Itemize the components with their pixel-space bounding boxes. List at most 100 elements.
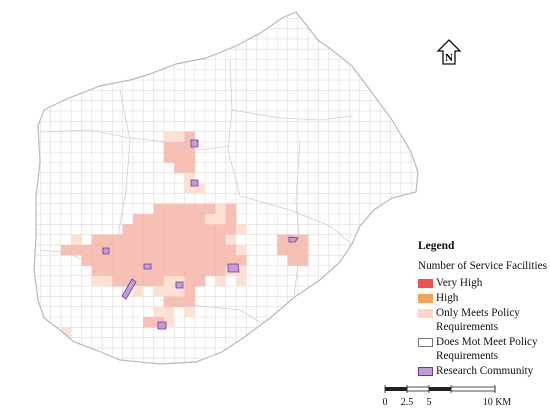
scale-bar: 0 2.5 5 10 KM [380,383,520,413]
service-cell [102,234,113,246]
service-cell [91,275,103,287]
service-cell [174,203,185,215]
service-cell [153,224,165,235]
service-cell [184,162,196,174]
service-cell [143,234,154,246]
service-cell [163,306,175,318]
service-cell [153,234,165,246]
service-cell [163,275,175,287]
service-cell [184,203,196,215]
service-cell [91,265,103,277]
service-cell [297,255,309,266]
service-cell [133,214,144,225]
service-cell [143,275,154,287]
service-cell [225,203,237,215]
service-cell [163,152,175,163]
service-cell [184,286,196,297]
service-cell [91,244,103,256]
legend-item: Does Mot Meet Policy Requirements [418,335,548,363]
scale-segment [429,387,451,391]
service-cell [225,214,237,225]
research-community [121,278,137,300]
service-cell [163,203,175,215]
research-community [190,139,199,148]
service-cell [133,234,144,246]
service-cell [215,255,226,266]
legend-subtitle: Number of Service Facilities [418,260,547,272]
service-cell [163,255,175,266]
service-cell [174,141,185,153]
service-cell [153,275,165,287]
service-cell [143,244,154,256]
service-cell [112,234,123,246]
district-boundaries [39,59,353,323]
district-boundary [227,59,241,197]
service-cell [215,214,226,225]
service-cell [112,255,123,266]
legend-swatch [418,294,433,303]
service-cell [215,234,226,246]
service-cell [205,265,216,277]
scale-tick-label: 0 [382,397,388,408]
legend-swatch [418,309,433,318]
service-cell [184,306,196,318]
service-cell [215,203,226,215]
service-cell [122,224,134,235]
legend-swatch [418,367,433,376]
service-cell [287,255,299,266]
service-cell [215,244,226,256]
legend-label-continued: Requirements [436,350,499,362]
service-cell [102,255,113,266]
region-boundary [33,11,419,365]
service-cell [143,265,154,277]
service-cell [236,275,247,287]
service-cell [184,234,196,246]
research-community [227,263,240,273]
service-cell [184,275,196,287]
service-cell [133,286,144,297]
service-cell [122,255,134,266]
service-cell [153,306,165,318]
service-cell [184,265,196,277]
service-cell [194,183,206,194]
legend-label-continued: Requirements [436,321,499,333]
service-cell [205,214,216,225]
scale-segment [385,387,407,391]
service-cell [143,317,154,328]
service-cell [174,286,185,297]
legend-label: Does Mot Meet Policy [436,336,538,348]
service-cell [225,234,237,246]
service-cell [194,214,206,225]
legend-swatch [418,279,433,288]
district-boundary [231,109,353,121]
service-cell [153,255,165,266]
service-cell [174,214,185,225]
service-cell [122,275,134,287]
service-cell [81,255,93,266]
service-cell [71,234,82,246]
legend-item: High [418,291,548,305]
service-cell [81,244,93,256]
service-cell [225,255,237,266]
service-cell [143,214,154,225]
service-cell [163,224,175,235]
service-cell [194,244,206,256]
service-cell [163,286,175,297]
service-cell [91,234,103,246]
service-cell [236,255,247,266]
service-cell [163,214,175,225]
service-cell [112,275,123,287]
research-community [157,321,167,330]
service-cell [184,152,196,163]
legend-item: Research Community [418,364,548,378]
scale-bar-graphic [384,385,496,393]
service-cell [153,244,165,256]
legend-label: Research Community [436,365,534,377]
service-cell [184,255,196,266]
district-boundary [39,249,85,261]
service-cell [174,131,185,143]
research-community [175,281,184,289]
legend-items: Very High High Only Meets Policy Requiremen… [418,276,548,378]
service-cell [133,255,144,266]
service-cell [194,275,206,287]
